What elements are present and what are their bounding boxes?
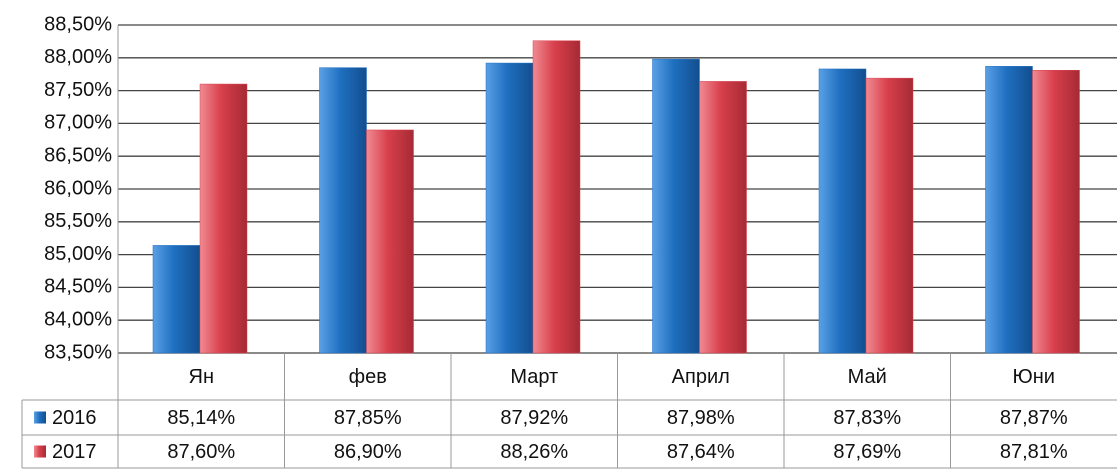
bar — [199, 83, 248, 354]
bar — [366, 129, 414, 354]
bar — [1032, 70, 1080, 354]
legend-swatch — [34, 445, 46, 458]
y-tick-label: 84,50% — [44, 276, 112, 298]
legend-label: 2016 — [52, 407, 97, 429]
bar — [985, 66, 1033, 354]
y-tick-label: 85,00% — [44, 243, 112, 265]
x-tick-label: Юни — [1013, 366, 1055, 388]
x-tick-label: Ян — [189, 366, 215, 388]
y-tick-label: 88,00% — [44, 46, 112, 68]
bar — [319, 67, 367, 354]
bar — [532, 40, 581, 354]
data-label: 87,83% — [833, 407, 901, 429]
x-tick-label: фев — [349, 366, 387, 388]
y-tick-label: 87,00% — [44, 112, 112, 134]
data-label: 87,60% — [167, 441, 235, 463]
y-tick-label: 84,00% — [44, 308, 112, 330]
y-tick-label: 87,50% — [44, 79, 112, 101]
data-label: 87,64% — [667, 441, 735, 463]
bar — [865, 77, 914, 354]
data-label: 85,14% — [167, 407, 235, 429]
bar — [152, 245, 201, 354]
data-label: 86,90% — [334, 441, 402, 463]
y-tick-label: 83,50% — [44, 341, 112, 363]
bar — [485, 62, 534, 354]
bar — [699, 81, 747, 354]
y-tick-label: 86,00% — [44, 177, 112, 199]
data-label: 87,81% — [1000, 441, 1068, 463]
x-tick-label: Март — [510, 366, 558, 388]
x-tick-label: Април — [672, 366, 730, 388]
bar — [652, 58, 700, 354]
y-tick-label: 88,50% — [44, 13, 112, 35]
data-label: 87,98% — [667, 407, 735, 429]
data-label: 87,87% — [1000, 407, 1068, 429]
data-label: 87,85% — [334, 407, 402, 429]
data-label: 87,69% — [833, 441, 901, 463]
legend-swatch — [34, 411, 46, 424]
y-tick-label: 85,50% — [44, 210, 112, 232]
bar — [818, 68, 867, 354]
legend-label: 2017 — [52, 441, 97, 463]
x-tick-label: Май — [848, 366, 887, 388]
y-tick-label: 86,50% — [44, 144, 112, 166]
data-label: 88,26% — [500, 441, 568, 463]
data-label: 87,92% — [500, 407, 568, 429]
